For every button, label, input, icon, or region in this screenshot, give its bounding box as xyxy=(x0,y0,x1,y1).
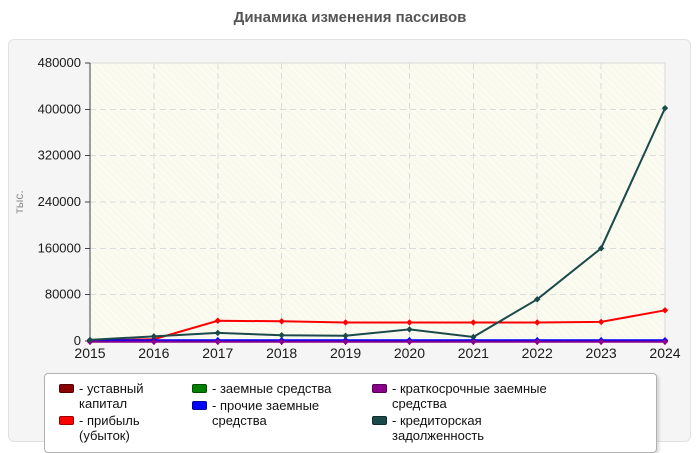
series-marker xyxy=(150,333,158,340)
legend-column: - заемные средства - прочие заемные средс… xyxy=(192,381,372,429)
x-tick-label: 2023 xyxy=(586,345,617,361)
line-chart-canvas: 0 80000 160000 240000 320000 400000 480000 2015… xyxy=(12,55,681,361)
legend-swatch xyxy=(192,400,207,410)
series-marker xyxy=(342,332,349,339)
series-marker xyxy=(406,338,413,345)
legend-entry: - краткосрочные заемные средства xyxy=(372,381,582,412)
legend-column: - уставный капитал - прибыль (убыток) xyxy=(59,381,192,444)
series-marker xyxy=(214,338,221,345)
x-tick-label: 2018 xyxy=(266,345,297,361)
series-marker xyxy=(342,319,349,326)
y-tick-label: 480000 xyxy=(38,55,81,70)
legend-swatch xyxy=(372,384,387,393)
series-marker xyxy=(278,318,285,325)
legend-column: - краткосрочные заемные средства - кредит… xyxy=(372,381,582,444)
legend-entry: - прочие заемные средства xyxy=(192,397,372,429)
series-marker xyxy=(150,338,158,345)
x-tick-label: 2016 xyxy=(138,345,169,361)
legend-entry: - заемные средства xyxy=(192,381,372,397)
x-tick-label: 2017 xyxy=(202,345,233,361)
series-marker xyxy=(470,338,477,345)
series-marker xyxy=(534,319,541,326)
legend-label: - краткосрочные заемные средства xyxy=(392,381,547,411)
series-marker xyxy=(406,319,413,326)
series-marker xyxy=(470,319,477,326)
series-marker xyxy=(597,338,605,345)
x-tick-label: 2015 xyxy=(74,345,105,361)
series-marker xyxy=(661,104,669,112)
series-marker xyxy=(661,338,669,345)
series-marker xyxy=(661,307,669,314)
y-tick-label: 320000 xyxy=(38,148,81,163)
x-tick-label: 2024 xyxy=(649,345,680,361)
legend-swatch xyxy=(59,384,74,393)
series-marker xyxy=(214,317,221,324)
legend-entry: - прибыль (убыток) xyxy=(59,412,192,444)
chart-panel: 0 80000 160000 240000 320000 400000 480000 2015… xyxy=(8,39,691,453)
series-marker xyxy=(534,338,541,345)
series-marker xyxy=(470,333,477,341)
chart-legend: - уставный капитал - прибыль (убыток) - за… xyxy=(44,373,657,453)
y-tick-label: 400000 xyxy=(38,101,81,116)
series-marker xyxy=(406,326,413,333)
legend-label: - заемные средства xyxy=(212,381,332,396)
legend-label: - прочие заемные средства xyxy=(212,397,320,428)
series-marker xyxy=(278,332,285,339)
series-line-5 xyxy=(89,107,666,341)
series-marker xyxy=(86,336,94,344)
plot-background xyxy=(89,62,666,342)
x-tick-label: 2022 xyxy=(522,345,553,361)
series-marker xyxy=(342,338,349,345)
legend-swatch xyxy=(372,415,387,425)
series-marker xyxy=(534,296,541,303)
y-tick-label: 240000 xyxy=(38,194,81,209)
legend-label: - уставный капитал xyxy=(79,381,144,411)
legend-label: - кредиторская задолженность xyxy=(392,412,485,443)
series-marker xyxy=(278,338,285,345)
series-line-1 xyxy=(89,309,666,342)
legend-swatch xyxy=(59,415,74,425)
series-marker xyxy=(214,329,221,337)
y-tick-label: 0 xyxy=(74,333,81,348)
x-tick-label: 2021 xyxy=(458,345,489,361)
legend-entry: - кредиторская задолженность xyxy=(372,412,582,444)
y-tick-label: 80000 xyxy=(45,287,81,302)
y-axis-title: тыс. xyxy=(12,190,26,213)
legend-label: - прибыль (убыток) xyxy=(79,412,140,443)
series-marker xyxy=(597,318,605,326)
series-marker xyxy=(597,245,605,252)
x-tick-label: 2019 xyxy=(330,345,361,361)
legend-swatch xyxy=(192,384,207,393)
legend-entry: - уставный капитал xyxy=(59,381,192,412)
y-tick-label: 160000 xyxy=(38,240,81,255)
chart-title: Динамика изменения пассивов xyxy=(233,9,467,26)
x-tick-label: 2020 xyxy=(394,345,425,361)
